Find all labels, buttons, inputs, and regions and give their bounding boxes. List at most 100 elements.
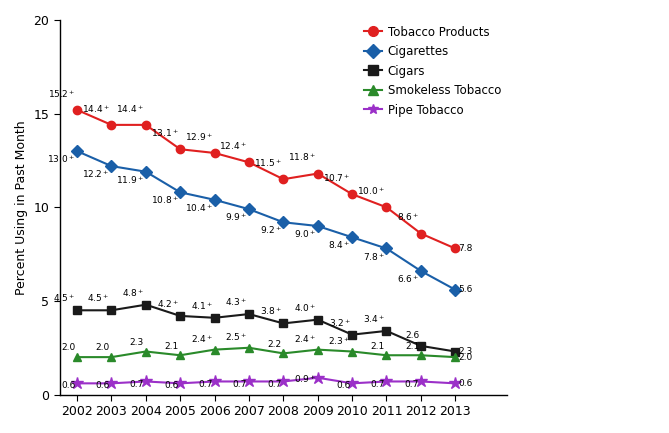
- Tobacco Products: [176, 147, 184, 152]
- Text: 0.7: 0.7: [371, 380, 385, 388]
- Cigars: [417, 343, 425, 349]
- Text: 2.5$^+$: 2.5$^+$: [225, 331, 248, 343]
- Tobacco Products: [314, 171, 322, 176]
- Tobacco Products: [142, 122, 150, 127]
- Text: 3.8$^+$: 3.8$^+$: [260, 306, 282, 317]
- Line: Cigarettes: Cigarettes: [73, 147, 460, 294]
- Smokeless Tobacco: [383, 352, 391, 358]
- Smokeless Tobacco: [417, 352, 425, 358]
- Text: 0.7: 0.7: [267, 380, 282, 388]
- Smokeless Tobacco: [245, 345, 253, 350]
- Text: 0.7: 0.7: [405, 380, 419, 388]
- Text: 11.8$^+$: 11.8$^+$: [288, 152, 316, 163]
- Tobacco Products: [73, 107, 81, 113]
- Text: 2.1: 2.1: [371, 342, 385, 351]
- Pipe Tobacco: [176, 381, 184, 386]
- Cigarettes: [142, 169, 150, 174]
- Text: 2.0: 2.0: [96, 343, 110, 352]
- Text: 13.1$^+$: 13.1$^+$: [151, 127, 179, 139]
- Cigarettes: [348, 235, 356, 240]
- Text: 14.4$^+$: 14.4$^+$: [82, 103, 110, 115]
- Text: 2.0: 2.0: [458, 352, 472, 362]
- Text: 10.7$^+$: 10.7$^+$: [323, 172, 351, 184]
- Text: 2.3: 2.3: [458, 347, 472, 356]
- Tobacco Products: [211, 150, 219, 155]
- Text: 0.6: 0.6: [458, 379, 472, 388]
- Text: 2.3$^+$: 2.3$^+$: [328, 335, 351, 347]
- Cigars: [383, 328, 391, 333]
- Line: Pipe Tobacco: Pipe Tobacco: [71, 372, 462, 390]
- Text: 4.0$^+$: 4.0$^+$: [294, 302, 316, 313]
- Text: 13.0$^+$: 13.0$^+$: [47, 153, 76, 165]
- Text: 12.9$^+$: 12.9$^+$: [185, 131, 213, 143]
- Cigars: [142, 302, 150, 307]
- Text: 0.9$^+$: 0.9$^+$: [294, 373, 316, 385]
- Cigarettes: [211, 197, 219, 202]
- Text: 9.9$^+$: 9.9$^+$: [225, 211, 248, 223]
- Cigars: [73, 308, 81, 313]
- Cigarettes: [417, 268, 425, 274]
- Text: 4.5$^+$: 4.5$^+$: [88, 293, 110, 304]
- Text: 11.5$^+$: 11.5$^+$: [254, 157, 282, 169]
- Text: 11.9$^+$: 11.9$^+$: [116, 174, 144, 186]
- Text: 9.2$^+$: 9.2$^+$: [260, 225, 282, 236]
- Tobacco Products: [383, 205, 391, 210]
- Cigarettes: [383, 246, 391, 251]
- Text: 7.8: 7.8: [458, 244, 472, 253]
- Cigars: [108, 308, 116, 313]
- Text: 4.5$^+$: 4.5$^+$: [53, 293, 76, 304]
- Text: 4.1$^+$: 4.1$^+$: [191, 300, 213, 312]
- Text: 10.8$^+$: 10.8$^+$: [151, 195, 179, 207]
- Text: 8.4$^+$: 8.4$^+$: [328, 239, 351, 251]
- Text: 5.6: 5.6: [458, 285, 472, 294]
- Text: 8.6$^+$: 8.6$^+$: [397, 211, 419, 223]
- Legend: Tobacco Products, Cigarettes, Cigars, Smokeless Tobacco, Pipe Tobacco: Tobacco Products, Cigarettes, Cigars, Sm…: [364, 26, 501, 117]
- Text: 3.4$^+$: 3.4$^+$: [363, 313, 385, 325]
- Cigarettes: [73, 149, 81, 154]
- Text: 2.0: 2.0: [61, 343, 76, 352]
- Cigars: [176, 313, 184, 319]
- Smokeless Tobacco: [108, 355, 116, 360]
- Tobacco Products: [348, 191, 356, 197]
- Pipe Tobacco: [383, 379, 391, 384]
- Text: 0.7: 0.7: [199, 380, 213, 388]
- Text: 10.4$^+$: 10.4$^+$: [185, 202, 213, 214]
- Text: 10.0$^+$: 10.0$^+$: [357, 185, 385, 197]
- Pipe Tobacco: [417, 379, 425, 384]
- Pipe Tobacco: [245, 379, 253, 384]
- Text: 4.3$^+$: 4.3$^+$: [225, 296, 248, 308]
- Text: 2.1: 2.1: [164, 342, 179, 351]
- Line: Cigars: Cigars: [73, 301, 460, 355]
- Smokeless Tobacco: [142, 349, 150, 354]
- Text: 0.6: 0.6: [61, 381, 76, 391]
- Text: 4.2$^+$: 4.2$^+$: [157, 298, 179, 310]
- Text: 14.4$^+$: 14.4$^+$: [116, 103, 144, 115]
- Pipe Tobacco: [314, 375, 322, 380]
- Tobacco Products: [280, 177, 288, 182]
- Text: 12.2$^+$: 12.2$^+$: [82, 168, 110, 180]
- Smokeless Tobacco: [211, 347, 219, 352]
- Pipe Tobacco: [73, 381, 81, 386]
- Cigarettes: [280, 220, 288, 225]
- Cigars: [451, 349, 459, 354]
- Pipe Tobacco: [108, 381, 116, 386]
- Smokeless Tobacco: [176, 352, 184, 358]
- Pipe Tobacco: [142, 379, 150, 384]
- Smokeless Tobacco: [348, 349, 356, 354]
- Cigars: [245, 311, 253, 317]
- Smokeless Tobacco: [451, 355, 459, 360]
- Cigarettes: [245, 207, 253, 212]
- Text: 2.4$^+$: 2.4$^+$: [294, 333, 316, 345]
- Smokeless Tobacco: [280, 351, 288, 356]
- Text: 12.4$^+$: 12.4$^+$: [219, 140, 248, 152]
- Cigars: [211, 315, 219, 320]
- Smokeless Tobacco: [314, 347, 322, 352]
- Pipe Tobacco: [348, 381, 356, 386]
- Text: 0.6: 0.6: [95, 381, 110, 391]
- Tobacco Products: [417, 231, 425, 236]
- Text: 2.2: 2.2: [268, 340, 282, 349]
- Text: 2.1: 2.1: [405, 342, 419, 351]
- Text: 15.2$^+$: 15.2$^+$: [48, 88, 76, 100]
- Text: 0.7: 0.7: [233, 380, 248, 388]
- Text: 2.6: 2.6: [405, 331, 419, 340]
